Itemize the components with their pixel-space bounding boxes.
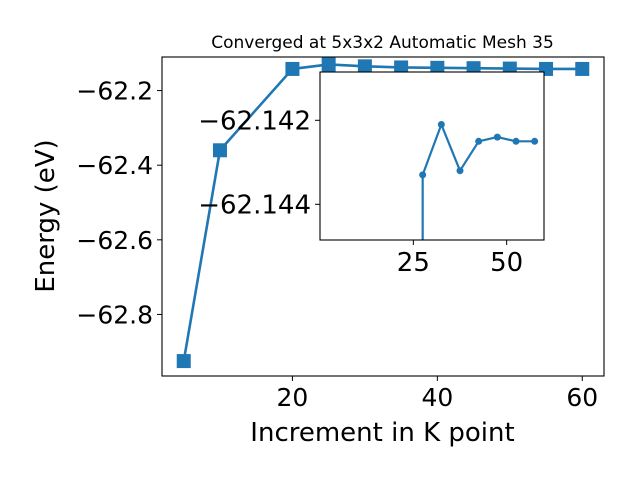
main-y-tick-label: −62.8 xyxy=(76,300,153,329)
inset-x-tick-label: 25 xyxy=(397,248,430,278)
y-axis-label: Energy (eV) xyxy=(31,139,61,292)
inset-plot-area: 25 50 −62.144 −62.142 xyxy=(198,71,545,278)
main-x-tick-label: 40 xyxy=(421,383,453,412)
main-y-tick-label: −62.4 xyxy=(76,151,153,180)
inset-point xyxy=(475,137,483,145)
main-point xyxy=(575,61,590,76)
main-point xyxy=(321,57,336,72)
main-point xyxy=(394,60,409,75)
x-axis-label: Increment in K point xyxy=(250,418,514,448)
main-series xyxy=(176,57,590,369)
main-frame xyxy=(161,56,605,377)
main-y-tick-label: −62.6 xyxy=(76,226,153,255)
inset-point xyxy=(531,137,539,145)
chart-title: Converged at 5x3x2 Automatic Mesh 35 xyxy=(211,33,554,53)
inset-point xyxy=(512,137,520,145)
main-point xyxy=(176,354,191,369)
inset-series xyxy=(419,121,539,240)
inset-point xyxy=(419,171,427,179)
main-plot-area: 20 40 60 −62.2 −62.4 −62.6 −62.8 xyxy=(76,56,605,412)
main-point xyxy=(430,60,445,75)
inset-y-tick-label: −62.144 xyxy=(198,191,311,221)
inset-background xyxy=(320,72,544,240)
main-x-tick-label: 60 xyxy=(566,383,598,412)
main-point xyxy=(285,61,300,76)
inset-point xyxy=(456,167,464,175)
main-point xyxy=(357,59,372,74)
inset-y-tick-label: −62.142 xyxy=(198,107,311,137)
main-y-tick-label: −62.2 xyxy=(76,77,153,106)
main-point xyxy=(212,143,227,158)
inset-point xyxy=(437,121,445,128)
inset-x-tick-label: 50 xyxy=(490,248,523,278)
inset-point xyxy=(493,133,501,141)
inset-frame xyxy=(319,71,545,241)
main-x-tick-label: 20 xyxy=(277,383,309,412)
